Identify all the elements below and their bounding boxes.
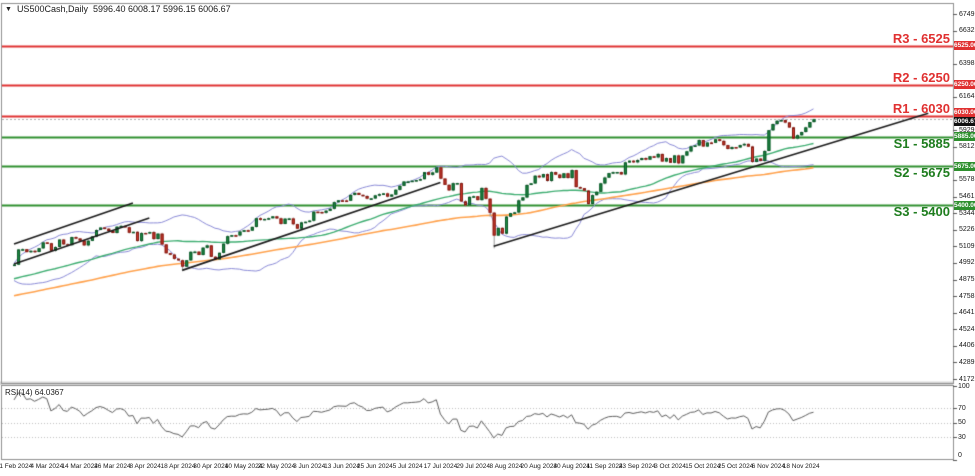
- ohlc-readout: 5996.40 6008.17 5996.15 6006.67: [92, 4, 231, 14]
- rsi-indicator-label: RSI(14) 64.0367: [5, 388, 64, 397]
- symbol-timeframe-label: US500Cash,Daily: [16, 4, 88, 14]
- chart-title-bar: ▼ US500Cash,Daily 5996.40 6008.17 5996.1…: [5, 4, 231, 14]
- symbol-dropdown-icon[interactable]: ▼: [5, 5, 12, 13]
